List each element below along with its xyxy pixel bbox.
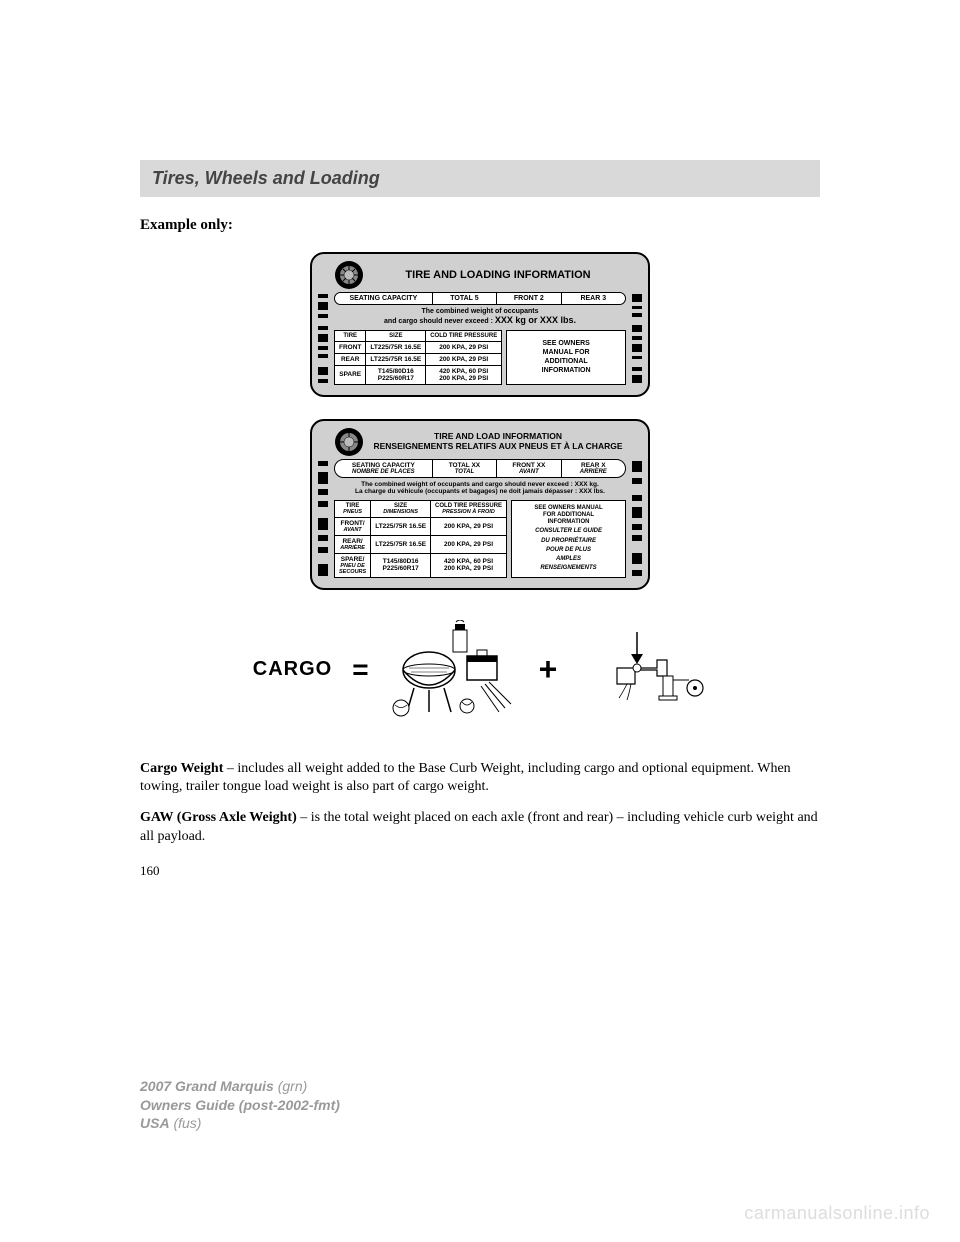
cargo-weight-paragraph: Cargo Weight – includes all weight added… — [140, 760, 820, 798]
example-only-label: Example only: — [140, 217, 820, 234]
seating-rear-2: REAR X ARRIÈRE — [562, 460, 625, 478]
combined-weight-row: The combined weight of occupants and car… — [334, 308, 626, 326]
barcode-right-2 — [632, 461, 642, 576]
tire-table: TIRE SIZE COLD TIRE PRESSURE FRONTLT225/… — [334, 330, 502, 385]
owners-manual-box: SEE OWNERS MANUAL FOR ADDITIONAL INFORMA… — [506, 330, 626, 385]
footer: 2007 Grand Marquis (grn) Owners Guide (p… — [140, 1077, 340, 1132]
tire-loading-placard-2: TIRE AND LOAD INFORMATION RENSEIGNEMENTS… — [310, 419, 650, 590]
placard1-title: TIRE AND LOADING INFORMATION — [370, 269, 626, 281]
placard-2-wrap: TIRE AND LOAD INFORMATION RENSEIGNEMENTS… — [140, 419, 820, 590]
owners-manual-box-2: SEE OWNERS MANUAL FOR ADDITIONAL INFORMA… — [511, 500, 626, 578]
seating-row-2: SEATING CAPACITY NOMBRE DE PLACES TOTAL … — [334, 459, 626, 479]
tire-icon — [334, 260, 364, 290]
barcode-right — [632, 294, 642, 383]
tire-table-2: TIREPNEUS SIZEDIMENSIONS COLD TIRE PRESS… — [334, 500, 507, 578]
plus-sign: + — [539, 651, 558, 688]
placard2-title: TIRE AND LOAD INFORMATION RENSEIGNEMENTS… — [370, 432, 626, 451]
seating-front: FRONT 2 — [497, 293, 561, 304]
equals-sign: = — [352, 654, 368, 686]
tire-loading-placard-1: TIRE AND LOADING INFORMATION SEATING CAP… — [310, 252, 650, 397]
section-header: Tires, Wheels and Loading — [140, 160, 820, 197]
seating-rear: REAR 3 — [562, 293, 625, 304]
cargo-label: CARGO — [253, 658, 332, 681]
combined-weight-row-2: The combined weight of occupants and car… — [334, 481, 626, 495]
seating-label-2: SEATING CAPACITY NOMBRE DE PLACES — [335, 460, 433, 478]
cargo-items-icon — [389, 620, 519, 720]
seating-total: TOTAL 5 — [433, 293, 497, 304]
seating-label: SEATING CAPACITY — [335, 293, 433, 304]
tongue-weight-icon — [577, 630, 707, 710]
placard-1-wrap: TIRE AND LOADING INFORMATION SEATING CAP… — [140, 252, 820, 397]
cargo-equation: CARGO = — [140, 620, 820, 720]
barcode-left — [318, 294, 328, 383]
barcode-left-2 — [318, 461, 328, 576]
page-number: 160 — [140, 863, 820, 879]
watermark: carmanualsonline.info — [744, 1203, 930, 1224]
seating-total-2: TOTAL XX TOTAL — [433, 460, 497, 478]
seating-row: SEATING CAPACITY TOTAL 5 FRONT 2 REAR 3 — [334, 292, 626, 305]
tire-icon — [334, 427, 364, 457]
gaw-paragraph: GAW (Gross Axle Weight) – is the total w… — [140, 809, 820, 847]
seating-front-2: FRONT XX AVANT — [497, 460, 561, 478]
